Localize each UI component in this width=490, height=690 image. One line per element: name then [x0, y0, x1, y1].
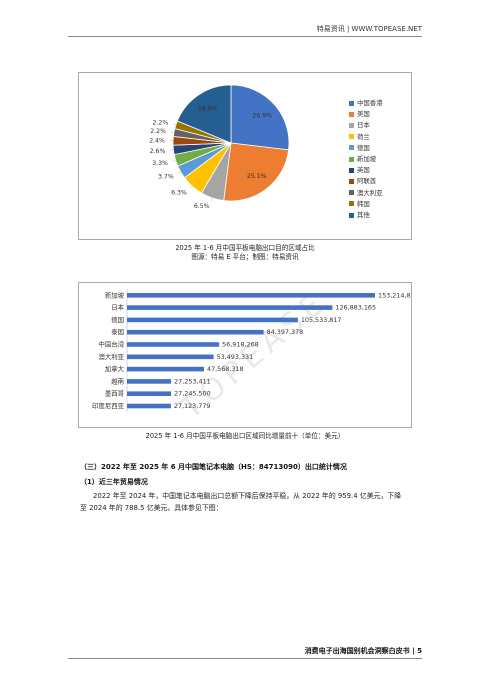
section-subheading: （1）近三年贸易情况	[80, 478, 148, 486]
bar-value-label-0: 153,214,858	[378, 291, 411, 299]
pie-legend-item-1: 美国	[349, 109, 370, 118]
pie-legend-item-0: 中国香港	[349, 98, 383, 107]
bar-category-label-1: 日本	[111, 303, 124, 312]
pie-label-9: 2.2%	[153, 119, 169, 126]
pie-legend-item-2: 日本	[349, 120, 370, 129]
pie-legend-label: 韩国	[357, 199, 370, 208]
bar-8	[127, 391, 172, 396]
header-divider	[68, 36, 422, 37]
pie-legend-swatch	[349, 134, 354, 140]
bar-6	[127, 366, 204, 372]
bar-category-label-2: 德国	[111, 315, 124, 324]
pie-slice-0	[230, 84, 290, 151]
bar-value-label-9: 27,123,779	[174, 402, 211, 410]
header-text: 特易资讯 | WWW.TOPEASE.NET	[316, 25, 422, 33]
bar-value-label-3: 84,397,378	[267, 328, 304, 336]
pie-label-8: 2.2%	[150, 128, 166, 135]
bar-4	[127, 342, 220, 347]
pie-legend-swatch	[349, 122, 354, 128]
bar-chart: TOPEASE 新加坡153,214,858日本126,883,165德国105…	[92, 284, 419, 427]
pie-label-5: 3.3%	[152, 160, 168, 167]
bar-category-label-6: 加拿大	[105, 364, 125, 373]
pie-legend-item-5: 新加坡	[349, 154, 376, 163]
bar-value-label-8: 27,245,500	[174, 390, 211, 398]
pie-legend-swatch	[349, 190, 354, 196]
bar-value-label-6: 47,568,318	[207, 365, 244, 373]
pie-legend-label: 中国香港	[357, 99, 383, 107]
pie-slice-1	[223, 142, 290, 202]
footer-divider	[68, 658, 422, 659]
pie-chart-frame: 26.9% 25.1% 6.5% 6.3% 3.7% 3.3% 2.6% 2.4% 2.2% 2.…	[78, 72, 412, 240]
pie-legend-swatch	[349, 212, 354, 218]
pie-legend-item-10: 其他	[349, 210, 370, 219]
pie-legend-label: 新加坡	[357, 155, 377, 163]
bar-value-label-1: 126,883,165	[335, 304, 376, 312]
pie-legend-swatch	[349, 111, 354, 117]
pie-legend-swatch	[349, 156, 354, 162]
bar-3	[127, 329, 264, 335]
bar-caption-title: 2025 年 1-6 月中国平板电脑出口区域同比增量前十（单位：美元）	[145, 432, 345, 440]
bar-9	[127, 403, 171, 409]
paragraph-line-2: 至 2024 年的 788.5 亿美元。具体参见下图：	[80, 504, 223, 512]
bar-category-label-9: 印度尼西亚	[92, 401, 125, 410]
bar-7	[127, 379, 172, 384]
pie-legend-item-8: 澳大利亚	[349, 188, 383, 197]
bar-category-label-4: 中国台湾	[98, 340, 124, 349]
pie-label-0: 26.9%	[252, 112, 272, 119]
pie-legend-label: 其他	[357, 211, 370, 219]
pie-legend-swatch	[349, 178, 354, 184]
pie-label-1: 25.1%	[247, 173, 267, 180]
footer-text: 消费电子出海国别机会洞察白皮书 | 5	[304, 647, 422, 655]
bar-5	[127, 354, 214, 360]
bar-value-label-2: 105,533,817	[301, 316, 342, 324]
pie-chart: 26.9% 25.1% 6.5% 6.3% 3.7% 3.3% 2.6% 2.4% 2.2% 2.…	[149, 84, 290, 210]
pie-legend-item-9: 韩国	[349, 199, 370, 208]
pie-label-4: 3.7%	[158, 173, 174, 180]
bar-value-label-5: 53,493,331	[217, 353, 254, 361]
pie-label-3: 6.3%	[171, 189, 187, 196]
pie-legend-label: 荷兰	[357, 132, 370, 141]
pie-legend-item-6: 英国	[349, 165, 370, 174]
pie-label-7: 2.4%	[149, 138, 165, 145]
bar-category-label-7: 越南	[111, 376, 124, 385]
bar-1	[127, 305, 333, 310]
pie-legend-swatch	[349, 145, 354, 151]
pie-label-10: 18.8%	[198, 106, 218, 113]
pie-legend-item-7: 阿联酋	[349, 176, 376, 185]
bar-0	[127, 293, 375, 298]
bar-category-label-8: 墨西哥	[105, 390, 125, 398]
bar-category-label-0: 新加坡	[105, 290, 125, 299]
pie-legend-label: 英国	[357, 166, 370, 175]
bar-chart-frame: TOPEASE 新加坡153,214,858日本126,883,165德国105…	[78, 282, 419, 428]
bar-2	[127, 317, 298, 323]
pie-legend-label: 阿联酋	[357, 177, 377, 186]
pie-legend-label: 澳大利亚	[357, 188, 383, 197]
pie-legend-swatch	[349, 201, 354, 207]
bar-value-label-4: 56,918,268	[222, 341, 259, 349]
pie-caption-title: 2025 年 1-6 月中国平板电脑出口目的区域占比	[175, 244, 315, 252]
pie-legend-swatch	[349, 167, 354, 173]
pie-legend-label: 日本	[357, 121, 370, 130]
pie-label-2: 6.5%	[194, 203, 210, 210]
paragraph-line-1: 2022 年至 2024 年，中国笔记本电脑出口总额下降后保持平稳，从 2022…	[93, 492, 402, 500]
pie-legend-item-4: 德国	[349, 143, 370, 152]
pie-slice-10	[176, 84, 232, 144]
bar-value-label-7: 27,253,411	[174, 377, 211, 385]
pie-legend-label: 德国	[357, 143, 370, 152]
pie-legend-item-3: 荷兰	[349, 132, 370, 141]
pie-caption-source: 图源：特易 E 平台；制图：特易资讯	[191, 253, 299, 261]
bar-category-label-5: 澳大利亚	[98, 352, 124, 361]
section-heading: （三）2022 年至 2025 年 6 月中国笔记本电脑（HS：84713090…	[80, 463, 347, 471]
bar-category-label-3: 泰国	[111, 327, 124, 336]
pie-label-6: 2.6%	[150, 148, 166, 155]
pie-legend-swatch	[349, 100, 354, 106]
pie-legend-label: 美国	[357, 110, 370, 119]
